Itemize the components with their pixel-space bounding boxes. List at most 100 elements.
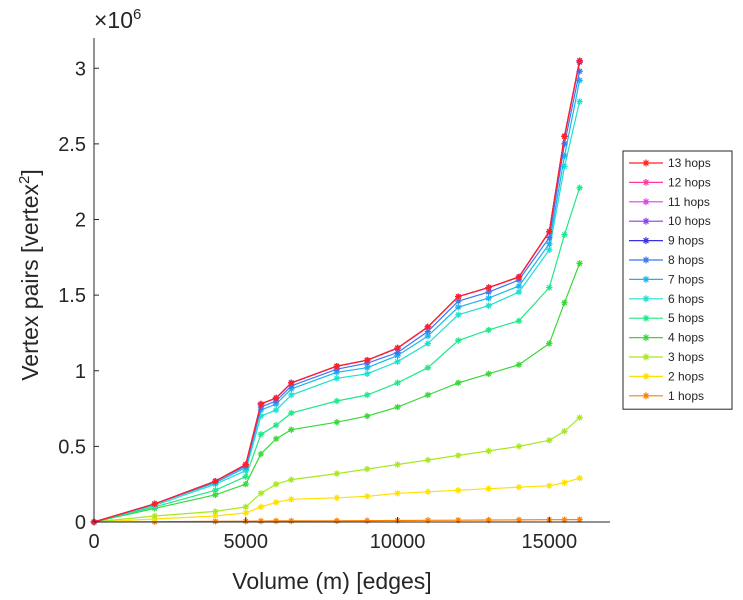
data-point — [576, 68, 583, 75]
data-point — [455, 311, 462, 318]
legend-marker — [642, 314, 650, 322]
data-point — [333, 494, 341, 501]
data-point — [394, 379, 401, 387]
data-point — [515, 282, 523, 290]
data-point — [288, 426, 295, 433]
data-point — [546, 284, 553, 291]
series-7-hops — [90, 77, 583, 526]
legend-marker — [642, 334, 650, 342]
data-point — [455, 293, 462, 300]
legend-item: 10 hops — [629, 214, 711, 228]
legend-marker — [642, 275, 650, 283]
legend-marker — [642, 198, 650, 206]
y-tick-label: 0.5 — [58, 436, 86, 458]
data-point — [455, 487, 462, 494]
y-axis-ticks: 0 0.5 1 1.5 2 2.5 3 — [58, 58, 99, 534]
data-point — [363, 356, 371, 364]
x-axis-ticks: 0 5000 10000 15000 — [88, 517, 577, 553]
data-point — [561, 152, 568, 160]
x-tick-label: 15000 — [521, 531, 577, 553]
legend-label: 3 hops — [668, 350, 704, 364]
data-point — [272, 422, 280, 429]
legend-box — [622, 150, 733, 410]
data-point — [333, 397, 341, 405]
data-point — [363, 493, 371, 500]
legend-label: 7 hops — [668, 272, 704, 286]
y-axis-title-exponent: 2 — [16, 176, 33, 184]
x-tick-label: 5000 — [224, 531, 269, 553]
series-12-hops — [90, 57, 583, 526]
data-point — [394, 358, 401, 365]
data-point — [242, 509, 249, 517]
data-point — [576, 77, 583, 84]
data-point — [257, 490, 265, 497]
data-point — [212, 491, 219, 498]
data-point — [272, 499, 280, 506]
data-point — [546, 340, 553, 347]
legend-label: 6 hops — [668, 292, 704, 306]
data-point — [455, 452, 462, 459]
data-point — [257, 431, 265, 438]
data-point — [561, 140, 568, 148]
legend-label: 5 hops — [668, 311, 704, 325]
data-point — [272, 435, 280, 443]
data-point — [424, 340, 432, 347]
legend-marker — [642, 295, 650, 303]
data-point — [363, 391, 371, 399]
data-point — [394, 403, 401, 411]
y-tick-label: 1 — [75, 361, 86, 383]
data-point — [272, 517, 280, 525]
data-point — [333, 517, 341, 524]
legend-label: 9 hops — [668, 234, 704, 248]
data-point — [363, 465, 371, 473]
legend-item: 1 hops — [629, 389, 704, 403]
y-tick-label: 3 — [75, 58, 86, 80]
data-point — [576, 98, 583, 105]
data-point — [546, 482, 553, 489]
data-point — [576, 260, 583, 267]
y-axis-title-suffix: ] — [17, 169, 43, 175]
data-point — [576, 57, 583, 64]
data-point — [212, 508, 219, 515]
data-point — [424, 488, 432, 495]
data-point — [546, 246, 553, 253]
data-point — [515, 361, 523, 368]
legend-item: 12 hops — [629, 175, 711, 189]
legend-item: 8 hops — [629, 253, 704, 267]
data-point — [257, 450, 265, 458]
series-line — [93, 80, 581, 523]
data-point — [546, 234, 553, 241]
data-point — [212, 487, 219, 494]
data-point — [257, 517, 265, 525]
x-tick-label: 0 — [88, 531, 99, 553]
data-point — [561, 163, 568, 170]
data-point — [485, 485, 492, 492]
legend-item: 6 hops — [629, 292, 704, 306]
data-point — [363, 364, 371, 371]
legend-item: 9 hops — [629, 234, 704, 248]
series-10-hops — [90, 57, 583, 526]
legend-label: 13 hops — [668, 156, 711, 170]
data-point — [561, 231, 568, 238]
data-point — [151, 500, 158, 508]
legend-marker — [642, 256, 650, 264]
data-point — [561, 299, 568, 306]
data-point — [242, 503, 249, 511]
data-point — [561, 479, 568, 486]
data-point — [485, 284, 492, 291]
data-point — [394, 344, 401, 352]
series-11-hops — [90, 57, 583, 526]
data-point — [515, 317, 523, 325]
data-point — [272, 394, 280, 402]
series-4-hops — [90, 260, 583, 526]
legend-label: 8 hops — [668, 253, 704, 267]
data-point — [288, 476, 295, 483]
series-line — [93, 62, 581, 523]
legend-label: 12 hops — [668, 175, 711, 189]
legend-item: 2 hops — [629, 369, 704, 383]
data-point — [424, 391, 432, 399]
data-point — [515, 288, 523, 296]
data-point — [561, 516, 568, 523]
data-point — [515, 516, 523, 524]
